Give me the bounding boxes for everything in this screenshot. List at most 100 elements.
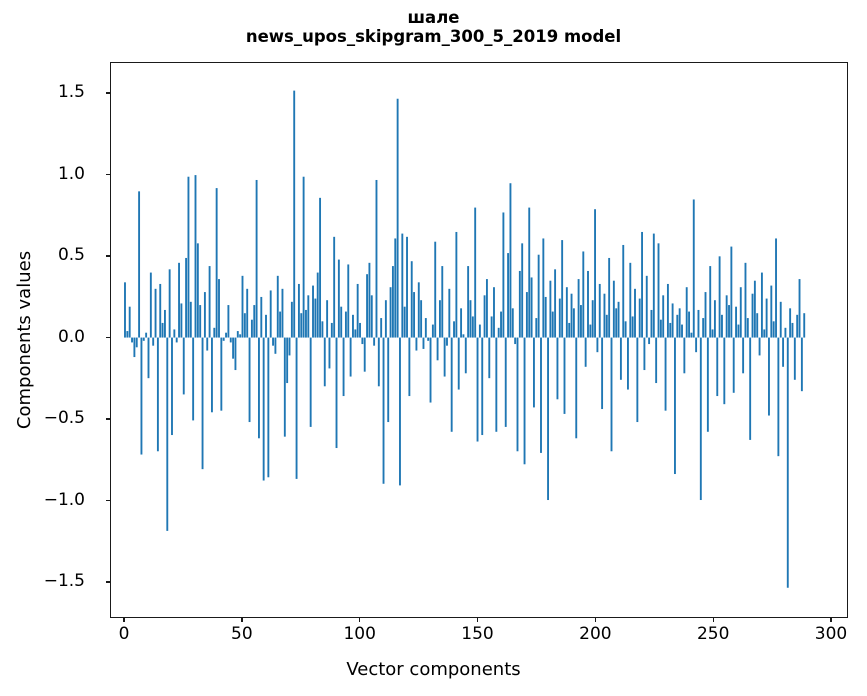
bar [441,266,444,338]
bar [267,337,270,478]
bar [314,298,317,338]
bar [549,280,552,338]
y-tick-label: −0.5 [43,408,85,429]
plot-area [110,62,848,618]
bar [335,337,338,449]
bar [681,324,683,338]
bar [629,262,632,338]
bar [199,305,202,338]
bar [624,321,627,338]
bar [145,332,148,338]
bar [330,322,333,338]
x-tick-mark [359,617,361,622]
bar [706,337,709,432]
bar [648,337,651,345]
y-tick-mark [105,418,110,420]
bar [589,324,592,338]
bar [688,311,691,338]
x-tick-mark [241,617,243,622]
bar [427,337,430,341]
bar [173,329,176,338]
bar [568,322,571,338]
bar [779,301,782,338]
bar [394,238,397,338]
bar [636,337,639,423]
bar [368,262,371,338]
bar [507,253,510,338]
bar [131,337,133,343]
bar [735,306,738,338]
bar [655,337,658,384]
bar [178,262,180,338]
bar [156,337,159,452]
bar [772,321,775,338]
bar [384,300,387,338]
bar [603,293,606,338]
bar [239,334,242,338]
bar [671,303,674,338]
bar [302,176,305,338]
bar [420,300,423,338]
bar [363,337,366,372]
bar [490,316,493,338]
bar [474,207,477,338]
bar [182,337,185,395]
bar [406,236,408,338]
y-axis-label: Components values [14,250,35,430]
x-tick-mark [123,617,125,622]
bar [333,236,336,338]
bar [354,329,357,338]
bar [535,318,538,338]
bar [443,337,446,377]
bar [598,283,601,338]
bar [192,337,195,421]
bar [236,331,239,338]
bar [305,309,307,338]
bar [504,337,507,427]
bar [551,311,554,338]
bar [396,98,399,338]
bar [307,295,310,338]
x-tick-label: 250 [696,624,730,644]
bar [765,298,768,338]
bar [206,337,209,351]
bar [493,287,495,338]
y-tick-label: −1.0 [43,489,85,510]
bar [716,337,719,397]
bar [309,337,312,427]
bar [638,298,641,338]
bar [274,337,277,354]
bar [403,306,406,338]
bar [669,322,672,338]
chart-title-line2: news_upos_skipgram_300_5_2019 model [245,27,622,47]
bar [704,292,707,338]
bar [241,275,244,338]
bar [359,322,361,338]
bar [674,337,676,475]
bar [563,337,566,414]
bar [659,319,662,338]
bar [135,337,138,348]
bar [556,337,559,400]
bar [133,337,136,358]
bar [276,275,279,338]
bar [760,272,763,338]
bar [142,337,145,341]
bar [255,179,258,338]
bar [316,272,319,338]
bar [511,308,514,338]
bar [692,199,695,338]
bar [149,272,152,338]
bar [756,313,759,338]
bar [128,306,131,338]
y-tick-label: 0.0 [57,326,85,347]
bar [516,337,519,452]
bar [591,300,594,338]
bar [605,314,608,338]
bar [798,279,801,338]
bar [250,319,253,338]
bar [666,283,669,338]
bar [497,327,500,338]
bar [347,264,350,338]
bar [243,313,246,338]
